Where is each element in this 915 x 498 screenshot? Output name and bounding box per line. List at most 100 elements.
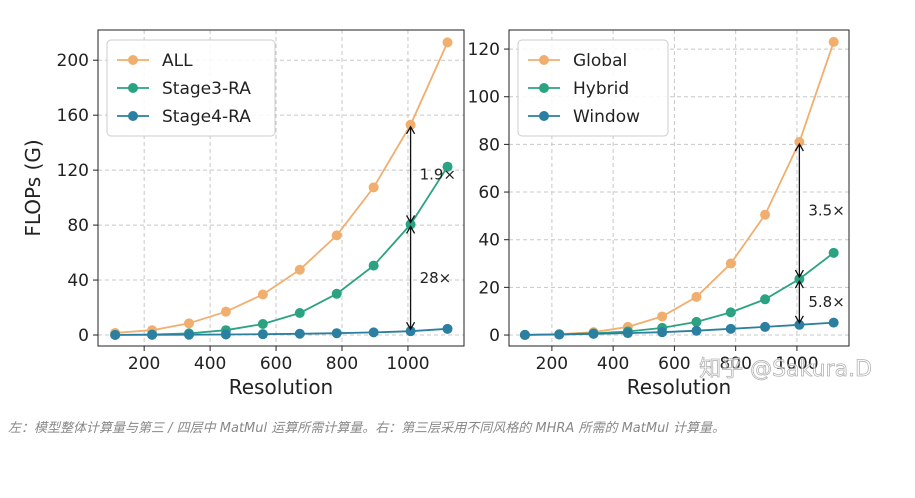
x-tick-label: 200 [536,354,568,374]
x-axis-label: Resolution [229,375,334,399]
y-tick-label: 200 [57,51,89,71]
data-point [368,182,379,193]
data-point [657,311,668,322]
y-tick-label: 160 [57,106,89,126]
data-point [622,328,633,339]
series-line-stage4-ra [115,327,448,336]
annotation-label: 3.5× [808,202,844,220]
y-tick-label: 0 [489,326,500,346]
legend-label: Window [573,107,640,127]
x-tick-label: 800 [326,354,358,374]
legend-box [106,39,276,137]
data-point [691,325,702,336]
data-point [368,327,379,338]
data-point [220,306,231,317]
legend-swatch-marker [128,111,138,121]
data-point [760,209,771,220]
data-point [147,329,158,340]
data-point [405,219,416,230]
watermark-text: 知乎 @Sakura.D [699,357,872,382]
legend-label: Hybrid [573,79,629,99]
data-point [184,318,195,329]
x-tick-label: 600 [260,354,292,374]
data-point [794,137,805,148]
data-point [257,319,268,330]
data-point [794,319,805,330]
data-point [657,327,668,338]
data-point [760,294,771,305]
data-point [294,308,305,319]
plot-frame [97,29,465,347]
plot-frame [508,29,850,347]
annotation-label: 5.8× [808,293,844,311]
data-point [828,247,839,258]
legend: ALL Stage3-RA Stage4-RA [106,39,276,137]
data-point [725,307,736,318]
legend-label: Stage3-RA [162,79,251,99]
y-tick-label: 100 [468,88,500,108]
data-point [257,329,268,340]
data-point [294,328,305,339]
annotation-arrowhead [406,321,416,331]
x-tick-label: 400 [597,354,629,374]
y-tick-label: 80 [67,216,89,236]
x-axis-label: Resolution [627,375,732,399]
data-point [442,37,453,48]
data-point [368,260,379,271]
data-point [405,119,416,130]
annotation-arrowhead [794,315,804,325]
data-point [794,274,805,285]
y-tick-label: 80 [478,135,500,155]
annotation-label: 28× [420,269,452,287]
series-line-all [115,42,449,334]
annotation-arrowhead [406,125,416,135]
y-tick-label: 40 [67,271,89,291]
x-tick-label: 400 [194,354,226,374]
data-point [725,323,736,334]
y-tick-label: 60 [478,183,500,203]
data-point [442,323,453,334]
figure-caption: 左：模型整体计算量与第三 / 四层中 MatMul 运算所需计算量。右：第三层采… [8,421,726,436]
data-point [828,36,839,47]
legend-label: Stage4-RA [162,107,251,127]
annotation-arrowhead [794,279,804,289]
data-point [220,329,231,340]
data-point [519,329,530,340]
left-chart: 200 400 600 800 1000 0 40 80 120 160 200 Resolution… [21,29,465,399]
legend-swatch-marker [539,111,549,121]
data-point [331,328,342,339]
annotation-arrowhead [406,225,416,234]
y-tick-label: 40 [478,231,500,251]
x-tick-label: 600 [658,354,690,374]
legend-label: ALL [162,51,193,71]
y-tick-label: 120 [57,161,89,181]
figure: 200 400 600 800 1000 0 40 80 120 160 200 Resolution… [21,29,872,399]
y-tick-label: 20 [478,278,500,298]
data-point [828,317,839,328]
data-point [554,329,565,340]
data-point [257,289,268,300]
legend-swatch-marker [539,55,549,65]
annotation-arrowhead [406,215,416,224]
data-point [331,230,342,241]
legend-swatch-marker [128,55,138,65]
x-tick-label: 200 [128,354,160,374]
legend-swatch-marker [128,83,138,93]
series-line-window [524,321,834,336]
annotation-arrowhead [794,142,804,152]
legend-label: Global [573,51,627,71]
y-axis-label: FLOPs (G) [21,139,45,236]
data-point [110,329,121,340]
data-point [725,258,736,269]
x-tick-label: 1000 [775,354,818,374]
right-chart: 200 400 600 800 1000 0 20 40 60 80 100 120 Resolutio… [468,29,850,399]
data-point [442,161,453,172]
data-point [331,288,342,299]
data-point [691,291,702,302]
annotation-arrowhead [794,269,804,279]
data-point [588,328,599,339]
legend-swatch-marker [539,83,549,93]
data-point [405,326,416,337]
data-point [691,316,702,327]
x-tick-label: 800 [719,354,751,374]
